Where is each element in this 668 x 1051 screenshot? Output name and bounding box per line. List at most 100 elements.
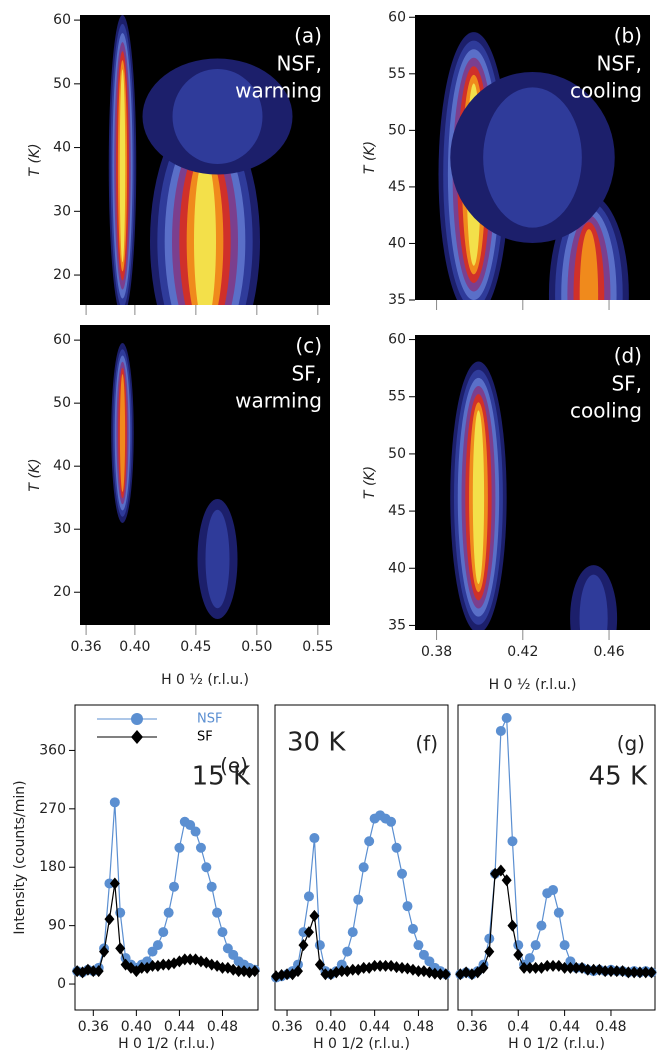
- panel-text: NSF,: [596, 52, 642, 76]
- marker: [605, 965, 616, 978]
- marker: [104, 913, 115, 926]
- contour-level: [579, 229, 599, 300]
- temperature: 30 K: [287, 728, 346, 758]
- legend-marker: [131, 730, 143, 744]
- marker: [233, 965, 244, 978]
- y-tick-label: 60: [388, 332, 406, 348]
- marker: [391, 842, 402, 853]
- marker: [179, 953, 190, 966]
- marker: [303, 926, 314, 939]
- panel-text: SF,: [291, 362, 322, 386]
- marker: [600, 965, 611, 978]
- marker: [158, 958, 169, 971]
- x-tick-label: 0.44: [359, 1019, 390, 1035]
- panel: 20 30 40 50 60 T (K) (a) NSF, warming: [27, 12, 330, 315]
- marker: [495, 725, 506, 736]
- y-tick-label: 40: [388, 235, 406, 251]
- marker: [640, 966, 651, 979]
- contour-level: [119, 69, 126, 263]
- panel: 20 30 40 50 60 0.36 0.40 0.45 0.50 0.55 H 0 ½ (r.l…: [27, 325, 333, 688]
- panel-label: (c): [295, 334, 322, 358]
- marker: [646, 966, 657, 979]
- marker: [623, 966, 634, 979]
- marker: [249, 965, 260, 978]
- x-tick-label: 0.55: [302, 639, 333, 655]
- marker: [217, 961, 228, 974]
- y-tick-label: 30: [53, 521, 71, 537]
- y-tick-label: 30: [53, 203, 71, 219]
- marker: [206, 881, 217, 892]
- x-tick-label: 0.40: [315, 1019, 346, 1035]
- panel-text: cooling: [570, 399, 642, 423]
- x-tick-label: 0.38: [421, 644, 452, 660]
- panel-text: NSF,: [276, 52, 322, 76]
- marker: [93, 965, 104, 978]
- marker: [375, 959, 386, 972]
- marker: [507, 919, 518, 932]
- marker: [380, 959, 391, 972]
- x-tick-label: 0.36: [78, 1019, 109, 1035]
- contour-level: [172, 68, 263, 165]
- x-tick-label: 0.48: [207, 1019, 238, 1035]
- marker: [413, 940, 424, 951]
- x-tick-label: 0.50: [241, 639, 272, 655]
- series-line: [77, 802, 255, 973]
- marker: [565, 961, 576, 974]
- y-tick-label: 50: [53, 395, 71, 411]
- y-axis-label: T (K): [362, 466, 378, 499]
- marker: [347, 927, 358, 938]
- marker: [413, 965, 424, 978]
- y-tick-label: 45: [388, 503, 406, 519]
- marker: [336, 959, 347, 970]
- y-axis-label: T (K): [27, 143, 43, 176]
- y-tick-label: 35: [388, 292, 406, 308]
- marker: [364, 836, 375, 847]
- y-axis-label: T (K): [27, 458, 43, 491]
- marker: [501, 712, 512, 723]
- temperature: 45 K: [589, 762, 648, 792]
- marker: [314, 940, 325, 951]
- y-tick-label: 360: [39, 742, 66, 758]
- marker: [565, 956, 576, 967]
- intensity-map: [111, 343, 238, 619]
- marker: [314, 958, 325, 971]
- contour-level: [579, 574, 608, 630]
- temperature: 15 K: [192, 762, 251, 792]
- y-tick-label: 60: [53, 332, 71, 348]
- contour-level: [483, 87, 582, 228]
- panel-text: warming: [235, 389, 322, 413]
- panel: 35 40 45 50 55 60 0.38 0.42 0.46 H 0 ½ (r.l.u.) T …: [362, 332, 650, 693]
- panel-label: (d): [614, 344, 642, 368]
- marker: [185, 953, 196, 966]
- y-tick-label: 40: [53, 458, 71, 474]
- marker: [407, 923, 418, 934]
- marker: [386, 816, 397, 827]
- marker: [342, 946, 353, 957]
- marker: [611, 965, 622, 978]
- x-axis-label: H 0 ½ (r.l.u.): [489, 677, 577, 693]
- marker: [309, 833, 320, 844]
- x-axis-label: H 0 1/2 (r.l.u.): [508, 1036, 605, 1051]
- x-tick-label: 0.42: [507, 644, 538, 660]
- intensity-map: [450, 361, 618, 630]
- marker: [158, 927, 169, 938]
- marker: [478, 961, 489, 974]
- marker: [298, 927, 309, 938]
- marker: [559, 961, 570, 974]
- panel: 0.36 0.40 0.44 0.48H 0 1/2 (r.l.u.) (f) 30 K: [271, 704, 451, 1051]
- x-tick-label: 0.44: [164, 1019, 195, 1035]
- marker: [136, 961, 147, 974]
- plot-frame: [74, 704, 259, 1011]
- plot-frame: [274, 704, 449, 1011]
- marker: [402, 901, 413, 912]
- marker: [190, 826, 201, 837]
- marker: [484, 945, 495, 958]
- legend-marker: [131, 713, 143, 725]
- y-tick-label: 270: [39, 801, 66, 817]
- marker: [536, 920, 547, 931]
- marker: [484, 933, 495, 944]
- x-tick-label: 0.36: [71, 639, 102, 655]
- panel-label: (f): [415, 732, 438, 756]
- panel: 35 40 45 50 55 60 T (K) (b) NSF, cooling: [362, 9, 650, 310]
